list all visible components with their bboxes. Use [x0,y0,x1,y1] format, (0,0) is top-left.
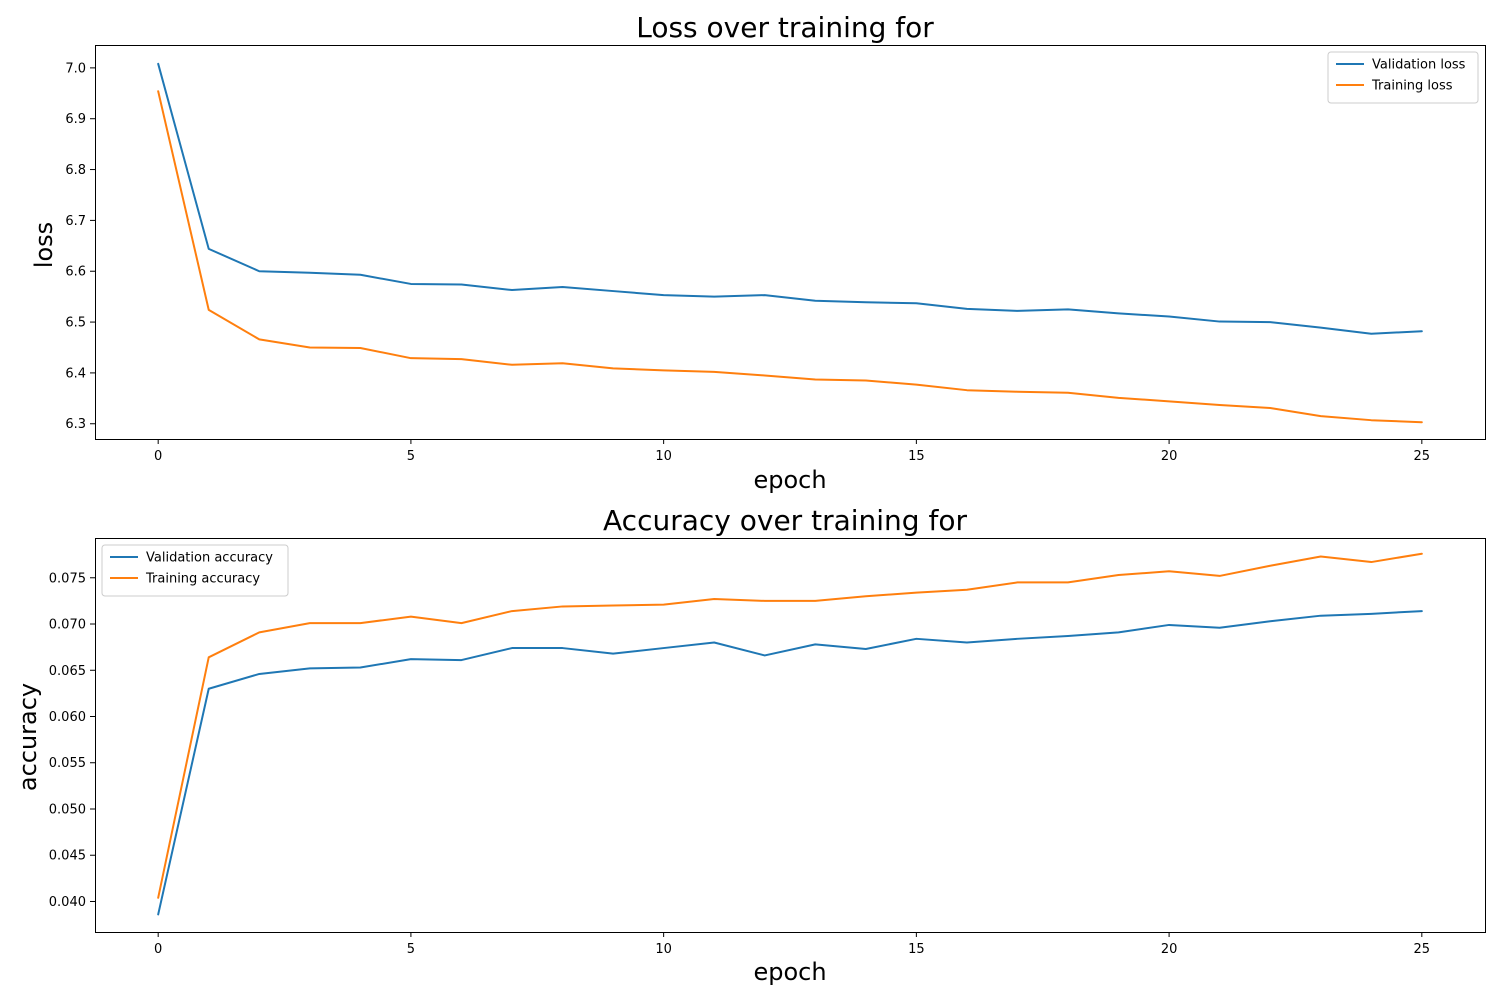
accuracy-chart-series-validation-accuracy [157,610,1423,916]
accuracy-chart-y-tick-label: 0.040 [49,895,86,910]
loss-chart-x-tick-label: 10 [655,449,672,464]
loss-chart-y-tick-label: 7.0 [65,61,86,76]
loss-chart-y-tick-label: 6.4 [65,366,86,381]
accuracy-chart-x-tick-label: 25 [1414,942,1431,957]
loss-chart-y-tick-label: 6.9 [65,112,86,127]
accuracy-chart-frame [95,538,1486,933]
accuracy-chart-legend-label: Training accuracy [145,572,260,587]
accuracy-chart-x-tick-label: 20 [1161,942,1178,957]
loss-chart-x-tick-label: 25 [1414,449,1431,464]
loss-chart-x-tick-label: 15 [908,449,925,464]
loss-chart-series-validation-loss [157,62,1423,335]
loss-chart-x-tick-label: 0 [154,449,162,464]
accuracy-chart-y-tick-label: 0.045 [49,849,86,864]
accuracy-chart-legend-label: Validation accuracy [146,551,273,566]
loss-chart-y-tick-label: 6.6 [65,265,86,280]
loss-chart: Loss over training for epoch loss 0 5 10 15… [30,11,1486,494]
loss-chart-y-tick-label: 6.8 [65,163,86,178]
loss-chart-y-tick-label: 6.7 [65,214,86,229]
accuracy-chart-x-tick-label: 0 [154,942,162,957]
accuracy-chart-y-tick-label: 0.065 [49,664,86,679]
accuracy-chart-y-tick-label: 0.070 [49,618,86,633]
accuracy-chart-y-tick-label: 0.055 [49,756,86,771]
loss-chart-plot-area: 0 5 10 15 20 25 6.3 6.4 6.5 6.6 6.7 6.8 6.9 7.0 Valida… [65,45,1486,464]
accuracy-chart-plot-area: 0 5 10 15 20 25 0.040 0.045 0.050 0.055 0.060 0.065… [49,538,1486,957]
loss-chart-y-tick-label: 6.5 [65,316,86,331]
loss-chart-legend: Validation loss Training loss [1327,51,1479,104]
loss-chart-legend-label: Training loss [1371,79,1453,94]
accuracy-chart-x-tick-label: 5 [407,942,415,957]
loss-chart-xlabel: epoch [753,466,826,494]
accuracy-chart-x-tick-label: 10 [655,942,672,957]
accuracy-chart-title: Accuracy over training for [603,504,967,537]
accuracy-chart-y-tick-label: 0.075 [49,571,86,586]
accuracy-chart-y-tick-label: 0.050 [49,802,86,817]
accuracy-chart-ylabel: accuracy [14,683,42,791]
accuracy-chart: Accuracy over training for epoch accurac… [14,504,1486,986]
loss-chart-legend-box [1327,51,1479,104]
accuracy-chart-legend: Validation accuracy Training accuracy [101,544,289,597]
loss-chart-legend-label: Validation loss [1372,58,1466,73]
loss-chart-x-tick-label: 20 [1161,449,1178,464]
loss-chart-y-tick-label: 6.3 [65,417,86,432]
accuracy-chart-x-tick-label: 15 [908,942,925,957]
loss-chart-x-tick-label: 5 [407,449,415,464]
loss-chart-ylabel: loss [30,222,58,268]
accuracy-chart-y-tick-label: 0.060 [49,710,86,725]
loss-chart-series-training-loss [157,90,1423,424]
loss-chart-frame [95,45,1486,440]
accuracy-chart-legend-box [101,544,289,597]
accuracy-chart-xlabel: epoch [753,958,826,986]
accuracy-chart-series-training-accuracy [157,552,1423,899]
loss-chart-title: Loss over training for [636,11,934,44]
